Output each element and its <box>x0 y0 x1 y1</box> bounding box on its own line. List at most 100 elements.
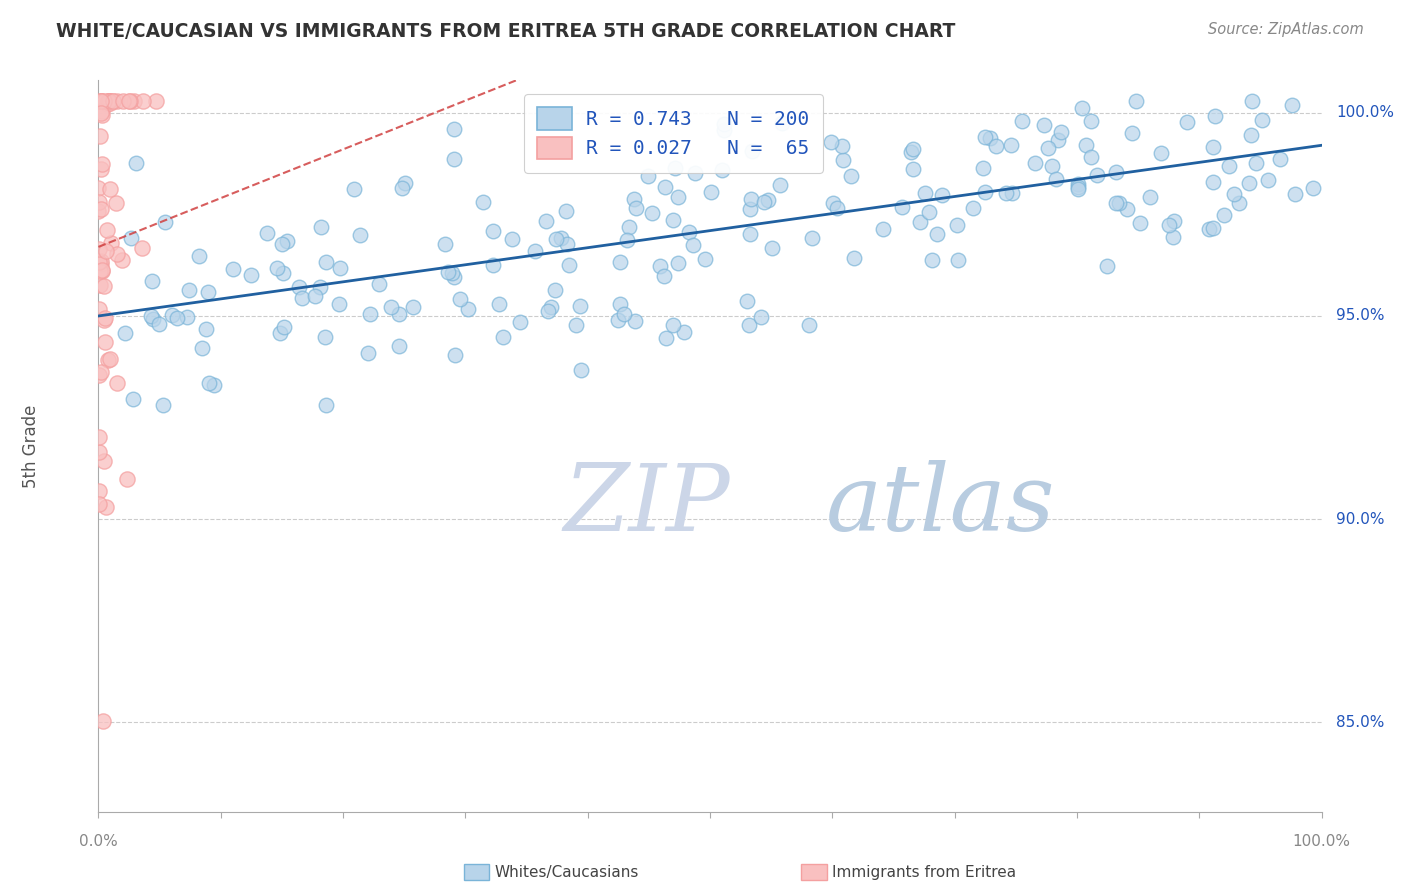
Point <box>1097 259 1119 273</box>
Point <box>141 274 163 288</box>
Point <box>568 299 591 313</box>
Point <box>900 145 922 159</box>
Point <box>270 236 292 251</box>
Point <box>112 94 135 108</box>
Point <box>222 262 245 277</box>
Point <box>546 232 568 246</box>
Point <box>148 317 170 331</box>
Point <box>1268 152 1291 166</box>
Point <box>921 253 943 268</box>
Point <box>1105 165 1128 179</box>
Point <box>1125 94 1147 108</box>
Point <box>609 297 631 311</box>
Point <box>1202 221 1225 235</box>
Point <box>1067 181 1090 195</box>
Point <box>1244 156 1267 170</box>
Point <box>1202 140 1225 154</box>
Point <box>995 186 1018 200</box>
Point <box>105 376 128 390</box>
Point <box>769 178 792 193</box>
Point <box>90 264 112 278</box>
Point <box>1000 137 1022 152</box>
Point <box>87 483 110 498</box>
Point <box>309 280 332 294</box>
Text: atlas: atlas <box>827 459 1056 549</box>
Point <box>1163 214 1185 228</box>
Point <box>931 187 953 202</box>
Point <box>105 247 128 261</box>
Point <box>654 179 676 194</box>
Point <box>1066 177 1088 191</box>
Point <box>901 143 924 157</box>
Point <box>90 202 112 216</box>
Point <box>607 313 630 327</box>
Point <box>98 94 121 108</box>
Point <box>87 498 110 512</box>
Point <box>91 714 114 729</box>
Point <box>1250 113 1272 128</box>
Point <box>89 242 111 256</box>
Point <box>652 269 675 284</box>
Point <box>87 255 110 269</box>
Point <box>1157 218 1180 232</box>
Point <box>740 193 762 207</box>
Point <box>624 202 647 216</box>
Point <box>1011 113 1033 128</box>
Point <box>152 398 174 412</box>
Point <box>94 335 117 350</box>
Point <box>155 214 177 228</box>
Point <box>98 94 121 108</box>
Point <box>87 430 110 444</box>
Point <box>87 180 110 194</box>
Text: ZIP: ZIP <box>564 459 730 549</box>
Point <box>974 129 997 144</box>
Point <box>89 264 111 278</box>
Text: Whites/Caucasians: Whites/Caucasians <box>495 865 640 880</box>
Point <box>388 339 411 353</box>
Point <box>661 213 683 227</box>
Point <box>349 228 371 243</box>
Point <box>124 156 146 170</box>
Point <box>315 255 337 269</box>
Point <box>672 326 695 340</box>
Point <box>1222 187 1244 202</box>
Point <box>1001 186 1024 201</box>
Point <box>509 315 531 329</box>
Point <box>534 214 557 228</box>
Point <box>1129 216 1152 230</box>
Point <box>841 169 863 184</box>
Point <box>801 231 824 245</box>
Point <box>91 107 114 121</box>
Point <box>1080 113 1102 128</box>
Point <box>131 242 153 256</box>
Point <box>276 234 298 248</box>
Point <box>984 139 1007 153</box>
Point <box>1071 101 1094 115</box>
Point <box>624 314 647 328</box>
Point <box>271 266 294 280</box>
Point <box>1284 187 1306 202</box>
Point <box>1281 98 1303 112</box>
Point <box>132 94 155 108</box>
Point <box>540 300 562 314</box>
Point <box>179 284 201 298</box>
Text: 100.0%: 100.0% <box>1292 834 1351 848</box>
Text: Source: ZipAtlas.com: Source: ZipAtlas.com <box>1208 22 1364 37</box>
Point <box>831 153 853 168</box>
Point <box>482 224 505 238</box>
Point <box>449 292 471 306</box>
Point <box>111 253 134 268</box>
Point <box>87 204 110 219</box>
Point <box>115 472 138 486</box>
Point <box>554 203 576 218</box>
Point <box>664 161 686 176</box>
Point <box>188 249 211 263</box>
Point <box>1257 173 1279 187</box>
Point <box>1046 133 1069 147</box>
Point <box>1202 176 1225 190</box>
Point <box>96 223 118 237</box>
Point <box>97 94 120 108</box>
Point <box>87 301 110 316</box>
Point <box>93 278 115 293</box>
Point <box>90 161 112 176</box>
